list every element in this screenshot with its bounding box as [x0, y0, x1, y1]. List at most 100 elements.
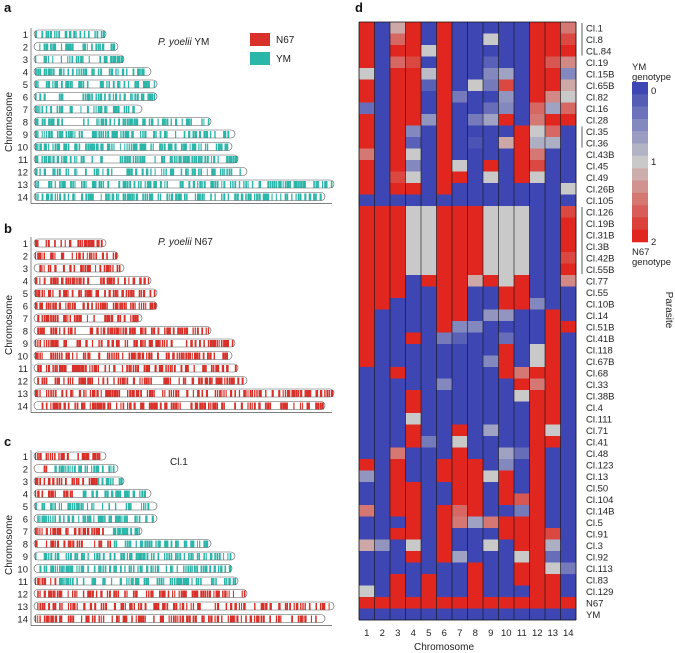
- heatmap-cell: [498, 321, 515, 333]
- snp-mark: [124, 590, 126, 598]
- snp-mark: [107, 327, 109, 335]
- heatmap-cell: [545, 275, 561, 287]
- heatmap-cell: [498, 68, 515, 80]
- snp-mark: [209, 553, 213, 560]
- snp-mark: [52, 277, 55, 285]
- snp-mark: [130, 365, 132, 372]
- snp-mark: [150, 553, 153, 560]
- snp-mark: [153, 93, 156, 101]
- heatmap-cell: [374, 493, 391, 506]
- snp-mark: [99, 515, 103, 523]
- snp-mark: [192, 181, 196, 188]
- colorbar-tick-2: 2: [651, 237, 656, 248]
- snp-mark: [260, 390, 262, 397]
- snp-mark: [117, 68, 119, 76]
- heatmap-cell: [436, 367, 453, 379]
- snp-mark: [43, 143, 46, 151]
- snp-mark: [154, 156, 156, 163]
- snp-mark: [52, 302, 55, 310]
- snp-mark: [194, 352, 197, 360]
- heatmap-cell: [421, 539, 437, 552]
- heatmap-xtick: 3: [395, 628, 400, 639]
- snp-mark: [202, 352, 205, 360]
- snp-mark: [182, 578, 186, 585]
- snp-mark: [154, 365, 157, 372]
- snp-mark: [129, 553, 132, 560]
- snp-mark: [97, 93, 100, 101]
- snp-mark: [143, 578, 146, 585]
- panel-b-letter: b: [4, 221, 12, 236]
- snp-mark: [96, 31, 99, 38]
- heatmap-cell: [545, 309, 561, 322]
- heatmap-cell: [529, 183, 546, 195]
- snp-mark: [91, 193, 94, 201]
- snp-mark: [234, 181, 237, 188]
- snp-mark: [153, 553, 155, 560]
- snp-mark: [85, 615, 88, 623]
- snp-mark: [67, 277, 70, 285]
- snp-mark: [124, 131, 128, 138]
- chromosome-label: 13: [17, 180, 28, 191]
- snp-mark: [98, 240, 100, 247]
- snp-mark: [67, 131, 70, 138]
- snp-mark: [39, 478, 41, 485]
- snp-mark: [65, 528, 68, 535]
- snp-mark: [54, 143, 57, 151]
- heatmap-cell: [467, 148, 484, 161]
- snp-mark: [56, 168, 59, 176]
- heatmap-cell: [405, 45, 422, 57]
- panel-d-letter: d: [355, 0, 363, 15]
- snp-mark: [161, 143, 163, 151]
- snp-mark: [74, 327, 76, 335]
- heatmap-cell: [374, 413, 391, 425]
- snp-mark: [183, 565, 185, 573]
- heatmap-cell: [560, 22, 577, 34]
- snp-mark: [48, 131, 51, 138]
- heatmap-row-label: Cl.111: [586, 414, 612, 425]
- heatmap-cell: [436, 206, 453, 218]
- snp-mark: [107, 402, 110, 410]
- snp-mark: [88, 56, 90, 63]
- snp-mark: [91, 340, 94, 347]
- snp-mark: [164, 131, 167, 138]
- chromosome-label: 1: [23, 30, 28, 41]
- snp-mark: [74, 156, 76, 163]
- snp-mark: [240, 402, 243, 410]
- snp-mark: [201, 181, 203, 188]
- snp-mark: [230, 603, 233, 610]
- snp-mark: [82, 265, 84, 272]
- snp-mark: [226, 168, 228, 176]
- snp-mark: [330, 390, 334, 397]
- snp-mark: [116, 402, 118, 410]
- snp-mark: [50, 68, 52, 76]
- snp-mark: [68, 31, 72, 38]
- snp-mark: [86, 515, 89, 523]
- heatmap-cell: [529, 493, 546, 506]
- heatmap-ylabel: Parasite: [663, 292, 674, 329]
- heatmap-cell: [436, 252, 453, 264]
- snp-mark: [104, 490, 107, 498]
- snp-mark: [143, 290, 146, 297]
- snp-mark: [194, 340, 197, 347]
- snp-mark: [127, 193, 130, 201]
- snp-mark: [54, 540, 56, 548]
- snp-mark: [76, 352, 78, 360]
- chromosome-bar: [33, 179, 335, 189]
- snp-mark: [86, 43, 88, 51]
- snp-mark: [85, 240, 88, 247]
- snp-mark: [228, 565, 232, 573]
- chromosome-bar: [33, 142, 233, 151]
- snp-mark: [37, 590, 39, 598]
- heatmap-cell: [467, 413, 484, 425]
- snp-mark: [84, 465, 87, 473]
- snp-mark: [137, 156, 139, 163]
- heatmap-cell: [529, 413, 546, 425]
- snp-mark: [80, 131, 83, 138]
- snp-mark: [108, 81, 110, 88]
- snp-mark: [48, 603, 51, 610]
- heatmap-row-label: Cl.91: [586, 529, 608, 540]
- heatmap-cell: [467, 355, 484, 368]
- snp-mark: [54, 453, 56, 460]
- snp-mark: [43, 68, 46, 76]
- snp-mark: [267, 193, 270, 201]
